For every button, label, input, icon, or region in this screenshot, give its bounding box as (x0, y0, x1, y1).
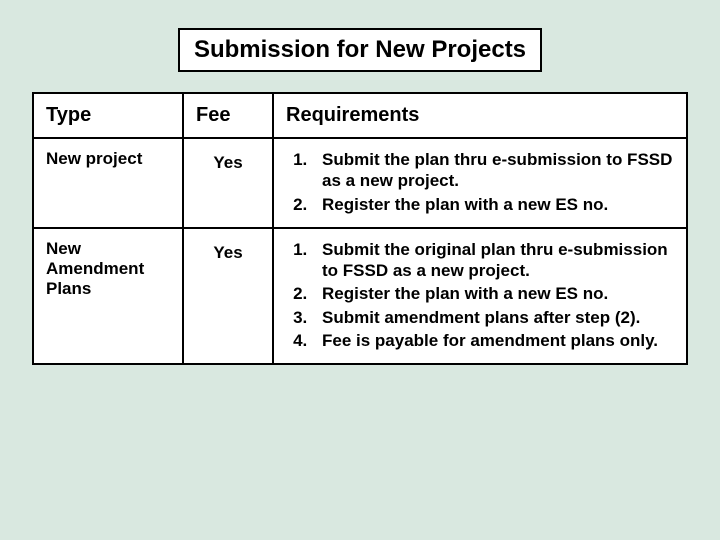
requirements-list: Submit the plan thru e-submission to FSS… (286, 149, 674, 215)
table-row: New project Yes Submit the plan thru e-s… (33, 138, 687, 228)
cell-type: New Amendment Plans (33, 228, 183, 364)
table-header-row: Type Fee Requirements (33, 93, 687, 138)
cell-fee: Yes (183, 138, 273, 228)
requirement-item: Fee is payable for amendment plans only. (312, 330, 674, 351)
submission-table: Type Fee Requirements New project Yes Su… (32, 92, 688, 365)
requirement-item: Submit amendment plans after step (2). (312, 307, 674, 328)
cell-type: New project (33, 138, 183, 228)
requirement-item: Submit the original plan thru e-submissi… (312, 239, 674, 282)
cell-requirements: Submit the plan thru e-submission to FSS… (273, 138, 687, 228)
col-header-fee: Fee (183, 93, 273, 138)
title-container: Submission for New Projects (0, 0, 720, 92)
col-header-requirements: Requirements (273, 93, 687, 138)
col-header-type: Type (33, 93, 183, 138)
requirements-list: Submit the original plan thru e-submissi… (286, 239, 674, 351)
cell-requirements: Submit the original plan thru e-submissi… (273, 228, 687, 364)
requirement-item: Submit the plan thru e-submission to FSS… (312, 149, 674, 192)
cell-fee: Yes (183, 228, 273, 364)
page-title: Submission for New Projects (178, 28, 542, 72)
requirement-item: Register the plan with a new ES no. (312, 283, 674, 304)
table-row: New Amendment Plans Yes Submit the origi… (33, 228, 687, 364)
table-container: Type Fee Requirements New project Yes Su… (0, 92, 720, 365)
requirement-item: Register the plan with a new ES no. (312, 194, 674, 215)
